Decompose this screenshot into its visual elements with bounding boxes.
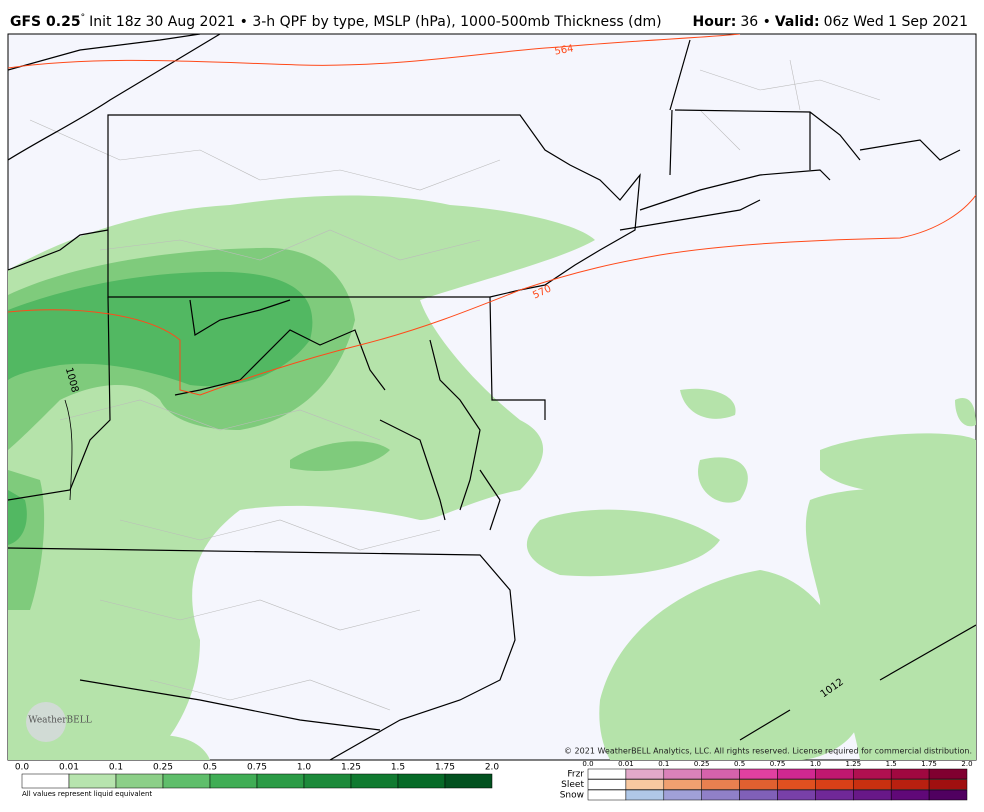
ptype-swatch (777, 789, 816, 801)
ptype-swatch (587, 789, 627, 801)
rain-swatch (115, 773, 164, 789)
ptype-swatch (625, 768, 665, 780)
valid: 06z Wed 1 Sep 2021 (824, 14, 968, 30)
legend: 0.0 0.01 0.1 0.25 0.5 0.75 1.0 1.25 1.5 1.75 2.0 Al… (15, 760, 973, 801)
rain-scale-label: 0.5 (203, 763, 217, 773)
ptype-scale-label: 0.5 (734, 760, 745, 768)
rain-note: All values represent liquid equivalent (22, 790, 152, 798)
ptype-scale-label: 1.75 (921, 760, 937, 768)
logo: WeatherBELL (28, 716, 91, 726)
valid-label: Valid: (775, 14, 820, 30)
ptype-scale-label: 1.25 (846, 760, 862, 768)
ptype-swatch (663, 789, 702, 801)
ptype-swatch (663, 768, 702, 780)
borders (8, 34, 976, 760)
rain-swatch (209, 773, 258, 789)
rain-swatch (397, 773, 446, 789)
ptype-swatch (739, 779, 778, 790)
ptype-swatch (890, 768, 930, 780)
ptype-swatch (587, 768, 627, 780)
precip-heavy (8, 271, 313, 545)
rain-scale-label: 2.0 (485, 763, 500, 773)
ptype-swatch (890, 789, 930, 801)
ptype-swatch (663, 779, 702, 790)
rain-swatch (256, 773, 305, 789)
ptype-swatch (815, 779, 854, 790)
ptype-scale-label: 0.1 (658, 760, 669, 768)
rain-scale-label: 1.5 (391, 763, 405, 773)
rain-scale-label: 1.0 (297, 763, 312, 773)
model: GFS 0.25 (10, 14, 81, 30)
ptype-swatch (777, 768, 816, 780)
degree: ° (81, 13, 86, 23)
rain-scale-label: 0.75 (247, 763, 267, 773)
rain-swatch (68, 773, 117, 789)
rain-scale-label: 1.25 (341, 763, 361, 773)
ptype-row-label: Snow (560, 791, 584, 801)
ptype-swatch (853, 768, 892, 780)
rain-scale-label: 0.25 (153, 763, 173, 773)
thickness-contours (8, 34, 976, 396)
ptype-swatch (625, 789, 665, 801)
header-right: Hour: 36 • Valid: 06z Wed 1 Sep 2021 (693, 14, 969, 30)
ptype-swatch (928, 768, 968, 780)
ptype-swatch (853, 779, 892, 790)
ptype-swatch (815, 789, 854, 801)
ptype-swatch (701, 768, 740, 780)
hour-label: Hour: (693, 14, 737, 30)
ptype-scale-label: 2.0 (961, 760, 972, 768)
ptype-scale-label: 0.75 (770, 760, 786, 768)
copyright: © 2021 WeatherBELL Analytics, LLC. All r… (564, 747, 972, 756)
ptype-swatch (815, 768, 854, 780)
ptype-swatch (928, 779, 968, 790)
ptype-row-label: Sleet (561, 780, 584, 790)
ptype-swatch (928, 789, 968, 801)
map: 564 570 1008 1012 WeatherBELL © 2021 Wea… (7, 33, 977, 761)
isobar (64, 399, 73, 501)
rain-scale-label: 0.0 (15, 763, 30, 773)
header-left: GFS 0.25° Init 18z 30 Aug 2021 • 3-h QPF … (10, 13, 662, 31)
ptype-swatch (853, 789, 892, 801)
rain-swatch (162, 773, 211, 789)
rain-scale-label: 0.01 (59, 763, 79, 773)
ptype-scale-label: 0.0 (582, 760, 593, 768)
ptype-scale-label: 0.01 (618, 760, 634, 768)
hour: 36 • (740, 14, 771, 30)
logo-mark (26, 702, 66, 742)
rain-swatch (350, 773, 399, 789)
ptype-scale-label: 0.25 (694, 760, 710, 768)
rain-swatch (444, 773, 493, 789)
ptype-swatch (890, 779, 930, 790)
ptype-swatch (739, 768, 778, 780)
ptype-scale-label: 1.5 (886, 760, 897, 768)
rain-scale-label: 0.1 (109, 763, 123, 773)
ptype-swatch (739, 789, 778, 801)
ptype-row-label: Frzr (567, 770, 584, 780)
rain-swatch (303, 773, 352, 789)
rain-scale-label: 1.75 (435, 763, 455, 773)
contour-label: 564 (554, 43, 575, 57)
ptype-swatch (701, 789, 740, 801)
rain-swatch (21, 773, 70, 789)
ptype-swatch (777, 779, 816, 790)
county-lines (29, 59, 881, 711)
ptype-swatch (701, 779, 740, 790)
ptype-scale-label: 1.0 (810, 760, 821, 768)
ptype-swatch (587, 779, 627, 790)
description: Init 18z 30 Aug 2021 • 3-h QPF by type, … (89, 14, 662, 30)
ptype-swatch (625, 779, 665, 790)
